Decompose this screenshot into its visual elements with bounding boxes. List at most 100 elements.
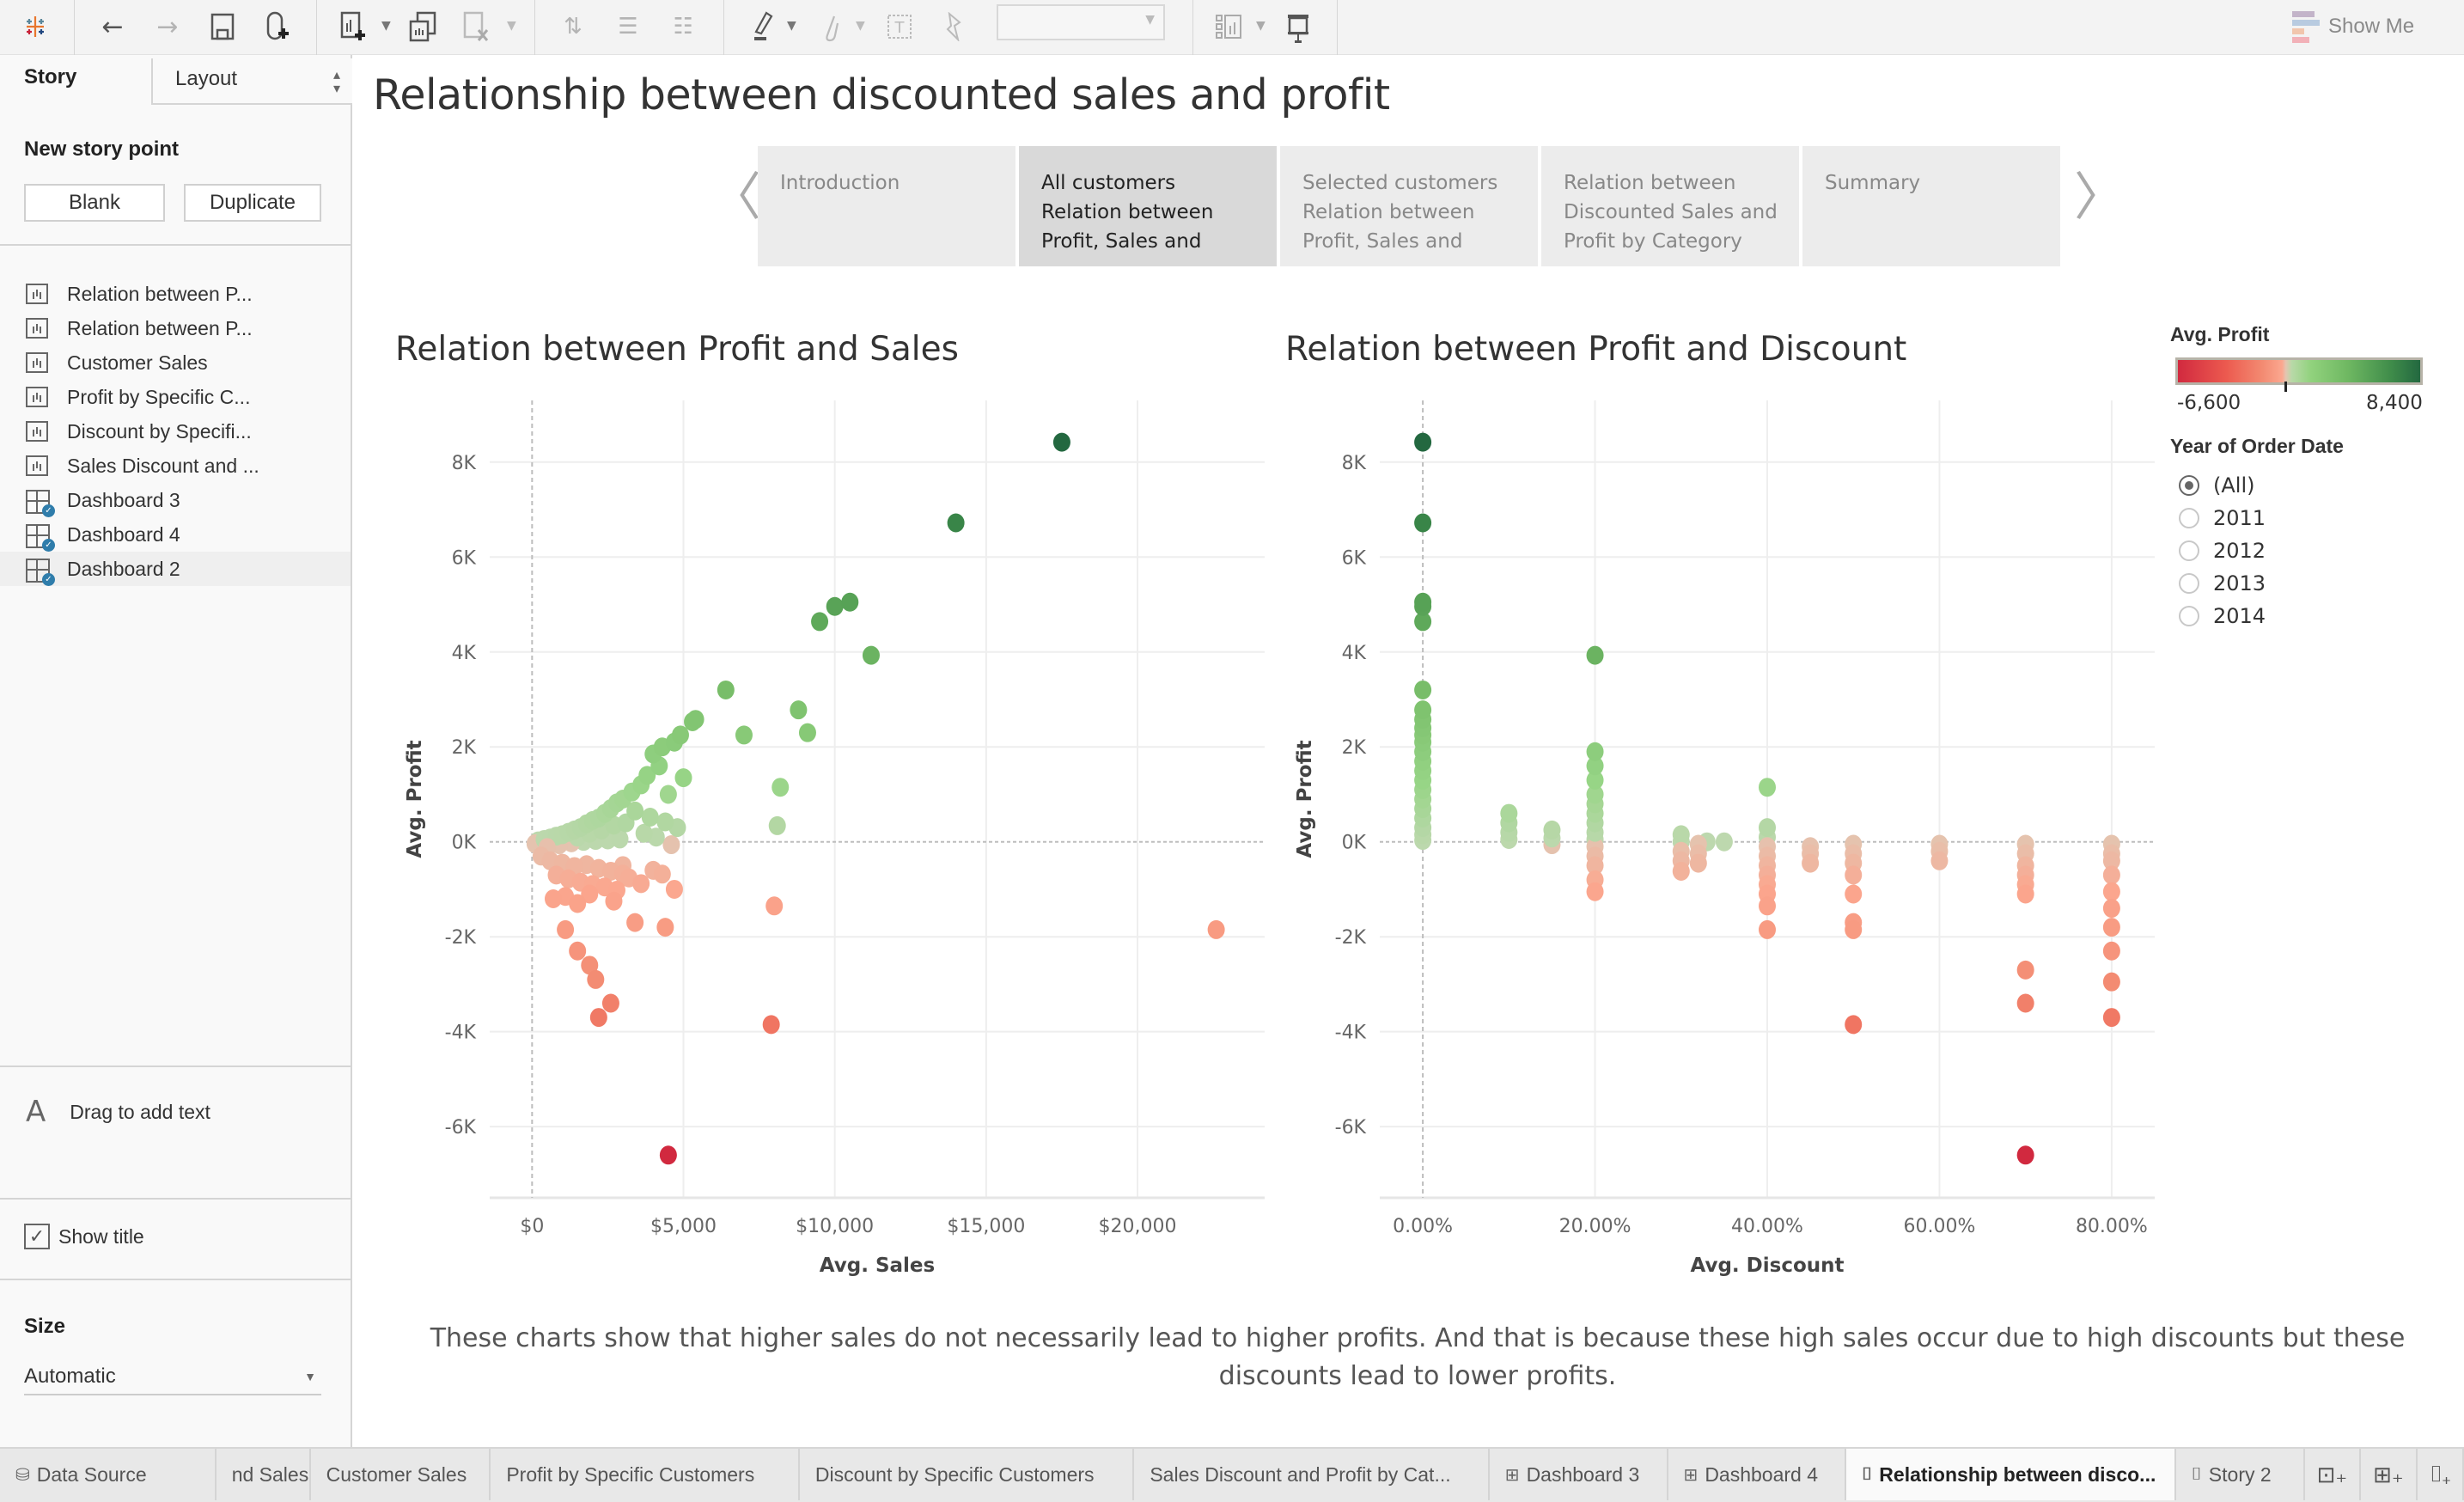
data-point[interactable] — [1414, 680, 1432, 699]
data-point[interactable] — [653, 864, 671, 884]
sheet-tab[interactable]: ⛁ Data Source — [0, 1449, 217, 1500]
group-dropdown[interactable]: ▼ — [856, 19, 865, 33]
next-story-point-button[interactable]: 〉 — [2074, 168, 2126, 228]
data-point[interactable] — [686, 710, 704, 730]
data-point[interactable] — [544, 889, 562, 908]
data-point[interactable] — [735, 725, 753, 745]
data-point[interactable] — [1586, 882, 1604, 901]
data-point[interactable] — [1759, 896, 1776, 916]
data-point[interactable] — [1759, 919, 1776, 939]
sheet-item[interactable]: Sales Discount and ... — [0, 449, 351, 483]
data-point[interactable] — [659, 785, 677, 804]
sheet-item[interactable]: ✓ Dashboard 4 — [0, 517, 351, 552]
year-filter-option[interactable]: 2014 — [2179, 600, 2266, 632]
highlight-dropdown[interactable]: ▼ — [787, 19, 796, 33]
swap-icon[interactable]: ⇅ — [564, 14, 582, 40]
data-point[interactable] — [659, 1145, 677, 1165]
sheet-item[interactable]: Customer Sales — [0, 345, 351, 380]
sheet-item[interactable]: Relation between P... — [0, 311, 351, 345]
label-icon[interactable]: T — [880, 7, 919, 46]
data-point[interactable] — [1845, 919, 1863, 939]
data-point[interactable] — [1586, 645, 1604, 665]
data-point[interactable] — [1672, 861, 1690, 881]
data-point[interactable] — [1543, 820, 1561, 840]
data-point[interactable] — [632, 874, 650, 894]
duplicate-button[interactable]: Duplicate — [184, 184, 321, 222]
data-point[interactable] — [569, 894, 587, 913]
data-point[interactable] — [811, 612, 829, 632]
show-title-checkbox[interactable]: ✓ Show title — [24, 1224, 144, 1249]
sheet-item[interactable]: Relation between P... — [0, 277, 351, 311]
undo-icon[interactable]: ← — [101, 11, 124, 42]
data-point[interactable] — [1715, 832, 1733, 852]
data-point[interactable] — [2016, 993, 2034, 1013]
sheet-item[interactable]: ✓ Dashboard 2 — [0, 552, 351, 586]
data-point[interactable] — [1586, 770, 1604, 790]
data-point[interactable] — [765, 896, 784, 916]
tableau-logo-icon[interactable] — [15, 7, 55, 46]
data-point[interactable] — [2102, 865, 2120, 885]
size-select[interactable]: Automatic ▼ — [24, 1361, 321, 1395]
data-point[interactable] — [1414, 432, 1432, 452]
data-point[interactable] — [1586, 785, 1604, 804]
sheet-tab[interactable]: Profit by Specific Customers — [491, 1449, 800, 1500]
new-worksheet-button[interactable]: ⊡₊ — [2305, 1449, 2362, 1500]
sheet-tab[interactable]: ⌷ Story 2 — [2176, 1449, 2305, 1500]
data-point[interactable] — [671, 725, 689, 745]
data-point[interactable] — [2102, 1008, 2120, 1028]
data-point[interactable] — [1052, 432, 1070, 452]
data-point[interactable] — [656, 918, 674, 937]
data-point[interactable] — [656, 812, 674, 832]
data-point[interactable] — [947, 513, 965, 533]
blank-button[interactable]: Blank — [24, 184, 165, 222]
data-point[interactable] — [768, 815, 786, 835]
story-point-2[interactable]: All customers Relation between Profit, Sal… — [1019, 146, 1277, 266]
data-point[interactable] — [772, 778, 790, 797]
data-point[interactable] — [601, 993, 619, 1013]
new-story-button[interactable]: ⌷₊ — [2418, 1449, 2464, 1500]
data-point[interactable] — [557, 919, 575, 939]
data-point[interactable] — [2016, 960, 2034, 980]
presentation-icon[interactable] — [1278, 7, 1318, 46]
sheet-tab[interactable]: ⊞ Dashboard 3 — [1490, 1449, 1668, 1500]
data-point[interactable] — [2102, 882, 2120, 901]
data-point[interactable] — [1802, 853, 1820, 873]
sheet-item[interactable]: Discount by Specifi... — [0, 414, 351, 449]
data-point[interactable] — [1672, 825, 1690, 845]
sort-descending-icon[interactable]: ☷ — [673, 14, 693, 40]
data-point[interactable] — [2016, 884, 2034, 904]
data-point[interactable] — [581, 956, 599, 975]
previous-story-point-button[interactable]: 〈 — [710, 168, 761, 228]
sheet-tab[interactable]: ⌷ Relationship between disco... — [1846, 1449, 2176, 1500]
new-worksheet-icon[interactable] — [333, 7, 373, 46]
data-point[interactable] — [1414, 700, 1432, 720]
data-point[interactable] — [1414, 612, 1432, 632]
data-point[interactable] — [790, 700, 808, 720]
year-filter-option[interactable]: (All) — [2179, 469, 2266, 502]
data-point[interactable] — [826, 596, 844, 616]
save-icon[interactable] — [203, 7, 242, 46]
story-point-5[interactable]: Summary — [1802, 146, 2060, 266]
year-filter-option[interactable]: 2012 — [2179, 534, 2266, 567]
data-point[interactable] — [798, 723, 816, 742]
year-filter-option[interactable]: 2013 — [2179, 567, 2266, 600]
data-point[interactable] — [1500, 803, 1518, 823]
year-filter-option[interactable]: 2011 — [2179, 502, 2266, 534]
sheet-tab[interactable]: Customer Sales — [311, 1449, 491, 1500]
data-point[interactable] — [1414, 592, 1432, 612]
data-point[interactable] — [2102, 851, 2120, 870]
data-point[interactable] — [2102, 972, 2120, 992]
drag-to-add-text[interactable]: A Drag to add text — [26, 1095, 210, 1129]
data-point[interactable] — [1414, 513, 1432, 533]
tab-layout[interactable]: Layout ▴ ▾ — [151, 58, 352, 105]
sheet-tab[interactable]: ⊞ Dashboard 4 — [1668, 1449, 1847, 1500]
data-point[interactable] — [569, 941, 587, 961]
color-legend-ramp[interactable] — [2175, 357, 2423, 385]
data-point[interactable] — [862, 645, 880, 665]
data-point[interactable] — [1586, 756, 1604, 776]
data-point[interactable] — [1586, 742, 1604, 761]
data-point[interactable] — [1759, 818, 1776, 838]
data-point[interactable] — [1845, 884, 1863, 904]
data-point[interactable] — [587, 969, 605, 989]
data-point[interactable] — [2016, 1145, 2034, 1165]
